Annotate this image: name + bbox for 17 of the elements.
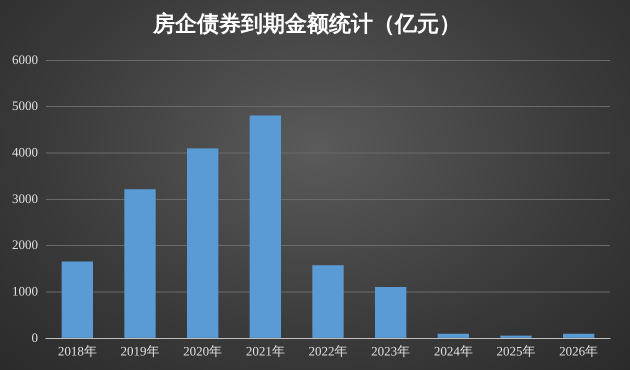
x-tick-label: 2019年 bbox=[120, 344, 160, 359]
x-tick-label: 2018年 bbox=[58, 344, 97, 359]
y-tick-label: 3000 bbox=[12, 190, 38, 206]
chart-title: 房企债券到期金额统计（亿元） bbox=[152, 10, 461, 37]
y-tick-label: 4000 bbox=[12, 144, 38, 160]
x-tick-label: 2026年 bbox=[559, 344, 598, 359]
y-tick-label: 5000 bbox=[12, 98, 38, 114]
y-tick-label: 0 bbox=[32, 330, 38, 345]
y-tick-label: 2000 bbox=[12, 237, 38, 252]
x-tick-label: 2023年 bbox=[371, 344, 410, 359]
x-tick-label: 2022年 bbox=[308, 344, 348, 359]
x-tick-label: 2020年 bbox=[183, 344, 222, 359]
x-tick-label: 2021年 bbox=[246, 344, 285, 359]
x-tick-label: 2024年 bbox=[434, 344, 473, 359]
y-tick-label: 1000 bbox=[12, 283, 38, 298]
x-tick-label: 2025年 bbox=[496, 344, 536, 359]
y-tick-label: 6000 bbox=[12, 52, 38, 67]
